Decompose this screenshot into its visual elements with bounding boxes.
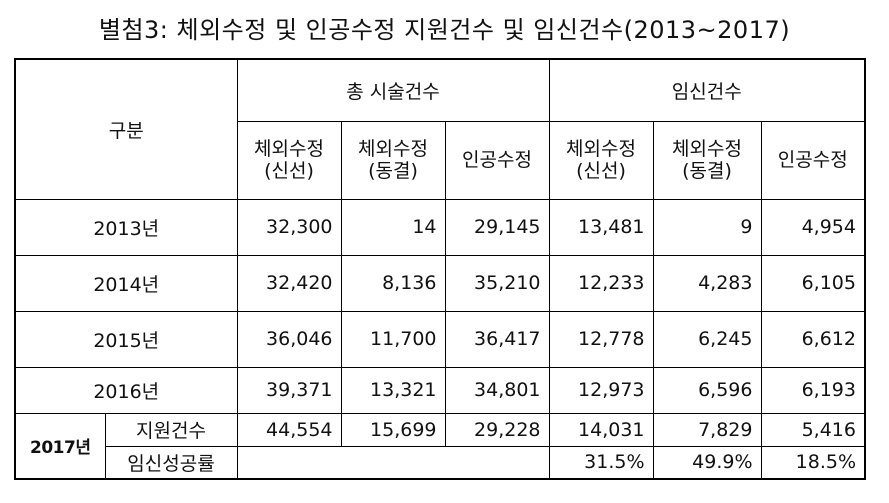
table-cell: 32,420 <box>236 254 342 312</box>
header-ivf-frozen: 체외수정 (동결) <box>652 120 762 200</box>
header-row-columns: 체외수정 (신선) 체외수정 (동결) 인공수정 체외수정 (신선) 체외수정 (동결)… <box>15 120 866 200</box>
header-ivf-fresh: 체외수정 (신선) <box>548 120 654 200</box>
data-table: 구분 총 시술건수 임신건수 체외수정 (신선) 체외수정 (동결) 인공수정 체외… <box>14 58 866 480</box>
row-sublabel-success: 임신성공률 <box>104 445 238 480</box>
header-group-total: 총 시술건수 <box>236 58 550 122</box>
table-row: 2016년 39,371 13,321 34,801 12,973 6,596 … <box>14 366 866 414</box>
table-cell: 34,801 <box>444 366 550 414</box>
table-cell: 7,829 <box>652 412 762 447</box>
header-group-pregnancy: 임신건수 <box>548 58 866 122</box>
table-cell: 29,145 <box>444 198 550 256</box>
table-cell: 49.9% <box>652 445 762 480</box>
header-ivf-frozen: 체외수정 (동결) <box>340 120 446 200</box>
header-iui: 인공수정 <box>444 120 550 200</box>
table-row: 2014년 32,420 8,136 35,210 12,233 4,283 6… <box>14 254 866 312</box>
table-row: 2013년 32,300 14 29,145 13,481 9 4,954 <box>14 198 866 256</box>
row-label: 2014년 <box>14 254 238 312</box>
table-cell: 6,193 <box>760 366 866 414</box>
table-cell: 13,321 <box>340 366 446 414</box>
row-label-2017: 2017년 <box>14 412 106 480</box>
table-cell: 31.5% <box>548 445 654 480</box>
table-cell: 12,778 <box>548 310 654 368</box>
table-cell: 35,210 <box>444 254 550 312</box>
table-cell: 29,228 <box>444 412 550 447</box>
table-cell: 36,046 <box>236 310 342 368</box>
table-cell: 4,954 <box>760 198 866 256</box>
header-category: 구분 <box>14 58 238 200</box>
table-cell: 11,700 <box>340 310 446 368</box>
page-title: 별첨3: 체외수정 및 인공수정 지원건수 및 임신건수(2013~2017) <box>98 16 791 44</box>
table-cell: 9 <box>652 198 762 256</box>
table-cell: 6,105 <box>760 254 866 312</box>
table-cell: 13,481 <box>548 198 654 256</box>
table-cell: 6,596 <box>652 366 762 414</box>
table-row: 임신성공률 31.5% 49.9% 18.5% <box>15 445 866 480</box>
table-cell: 6,245 <box>652 310 762 368</box>
table-cell: 14,031 <box>548 412 654 447</box>
row-label: 2016년 <box>14 366 238 414</box>
header-row-groups: 구분 총 시술건수 임신건수 <box>14 58 866 200</box>
table-cell: 18.5% <box>760 445 866 480</box>
table-cell: 12,233 <box>548 254 654 312</box>
row-label: 2013년 <box>14 198 238 256</box>
table-row: 2015년 36,046 11,700 36,417 12,778 6,245 … <box>14 310 866 368</box>
table-cell: 36,417 <box>444 310 550 368</box>
table-cell: 44,554 <box>236 412 342 447</box>
table-cell: 4,283 <box>652 254 762 312</box>
row-label: 2015년 <box>14 310 238 368</box>
table-cell: 12,973 <box>548 366 654 414</box>
table-cell: 39,371 <box>236 366 342 414</box>
table-cell: 15,699 <box>340 412 446 447</box>
empty-cell <box>236 445 550 480</box>
header-iui: 인공수정 <box>760 120 866 200</box>
table-cell: 32,300 <box>236 198 342 256</box>
table-cell: 14 <box>340 198 446 256</box>
table-cell: 8,136 <box>340 254 446 312</box>
table-cell: 6,612 <box>760 310 866 368</box>
table-row: 2017년 지원건수 44,554 15,699 29,228 14,031 7… <box>14 412 866 480</box>
row-sublabel-support: 지원건수 <box>104 412 238 447</box>
table-cell: 5,416 <box>760 412 866 447</box>
header-ivf-fresh: 체외수정 (신선) <box>236 120 342 200</box>
